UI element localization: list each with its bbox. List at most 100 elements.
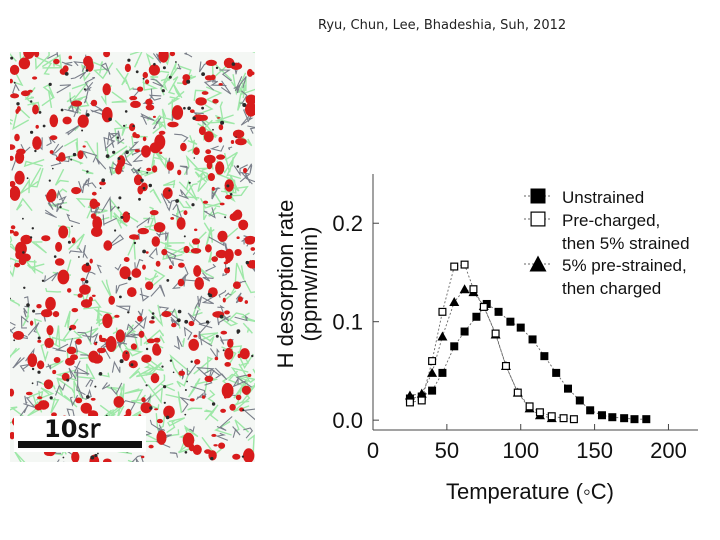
data-point-pre-strained: [459, 284, 470, 294]
grain-boundary-grey: [12, 357, 25, 369]
grain-boundary-green: [223, 286, 237, 302]
red-phase-grain: [218, 136, 223, 143]
grain-boundary-grey: [103, 136, 116, 152]
dark-particle: [81, 129, 84, 132]
dark-particle: [151, 316, 155, 320]
red-phase-grain: [150, 373, 160, 384]
grain-boundary-grey: [174, 133, 189, 143]
dark-particle: [34, 149, 37, 153]
red-phase-grain: [159, 151, 163, 155]
red-phase-grain: [245, 94, 255, 105]
dark-particle: [119, 295, 122, 299]
dark-particle: [212, 128, 214, 131]
red-phase-grain: [180, 142, 187, 152]
red-phase-grain: [125, 408, 132, 417]
red-phase-grain: [93, 201, 101, 208]
red-phase-grain: [201, 91, 209, 95]
red-phase-grain: [213, 444, 218, 447]
x-tick-label: 50: [435, 438, 459, 463]
grain-boundary-green: [99, 404, 115, 417]
grain-boundary-grey: [198, 331, 213, 347]
red-phase-grain: [127, 287, 137, 298]
grain-boundary-green: [208, 207, 227, 217]
dark-particle: [242, 409, 245, 412]
grain-boundary-green: [163, 179, 176, 189]
grain-boundary-grey: [100, 62, 111, 75]
grain-boundary-grey: [47, 52, 59, 60]
grain-boundary-grey: [215, 432, 229, 441]
grain-boundary-grey: [170, 308, 180, 324]
red-phase-grain: [216, 154, 226, 160]
dark-particle: [215, 334, 219, 338]
grain-boundary-green: [241, 375, 255, 384]
grain-boundary-grey: [90, 102, 105, 113]
grain-boundary-green: [167, 62, 179, 82]
grain-boundary-green: [127, 238, 136, 260]
grain-boundary-grey: [101, 382, 110, 390]
red-phase-grain: [243, 389, 250, 395]
scale-bar-line: [18, 441, 142, 448]
red-phase-grain: [91, 356, 97, 362]
grain-boundary-green: [176, 373, 190, 388]
red-phase-grain: [220, 330, 228, 335]
grain-boundary-green: [214, 114, 235, 125]
grain-boundary-green: [23, 158, 45, 168]
grain-boundary-grey: [178, 396, 194, 413]
grain-boundary-grey: [45, 363, 52, 370]
grain-boundary-grey: [82, 179, 97, 189]
grain-boundary-green: [90, 60, 104, 74]
data-point-pre-charged: [405, 398, 414, 407]
red-phase-grain: [169, 52, 176, 57]
grain-boundary-grey: [162, 248, 177, 261]
data-point-unstrained: [564, 384, 572, 393]
red-phase-grain: [36, 360, 45, 370]
grain-boundary-grey: [55, 189, 65, 207]
grain-boundary-grey: [216, 314, 231, 326]
red-phase-grain: [83, 55, 93, 67]
grain-boundary-green: [242, 322, 253, 334]
red-phase-grain: [55, 241, 63, 252]
red-phase-grain: [10, 93, 20, 99]
dark-particle: [145, 384, 148, 387]
legend-label: Unstrained: [562, 188, 644, 207]
red-phase-grain: [167, 121, 179, 128]
dark-particle: [13, 339, 16, 342]
grain-boundary-green: [207, 249, 224, 263]
dark-particle: [188, 181, 191, 184]
red-phase-grain: [27, 89, 33, 93]
grain-boundary-grey: [96, 264, 102, 274]
dark-particle: [48, 179, 51, 182]
red-phase-grain: [156, 418, 163, 424]
data-point-unstrained: [428, 386, 437, 395]
red-phase-grain: [102, 83, 111, 96]
citation-text: Ryu, Chun, Lee, Bhadeshia, Suh, 2012: [318, 18, 567, 33]
grain-boundary-green: [124, 77, 134, 91]
red-phase-grain: [170, 217, 175, 220]
dark-particle: [105, 154, 110, 158]
red-phase-grain: [10, 225, 16, 230]
data-point-unstrained: [597, 411, 606, 420]
grain-boundary-green: [142, 79, 159, 91]
red-phase-grain: [218, 124, 224, 131]
red-phase-grain: [221, 382, 234, 399]
grain-boundary-grey: [116, 305, 131, 312]
grain-boundary-green: [118, 383, 125, 405]
grain-boundary-grey: [186, 363, 197, 376]
red-phase-grain: [202, 200, 209, 204]
dark-particle: [245, 260, 249, 265]
red-phase-grain: [115, 329, 125, 343]
dark-particle: [168, 189, 171, 192]
dark-particle: [30, 130, 34, 134]
grain-boundary-grey: [148, 94, 162, 101]
grain-boundary-grey: [219, 336, 234, 345]
grain-boundary-grey: [203, 79, 217, 91]
grain-boundary-grey: [245, 173, 255, 184]
red-phase-grain: [124, 63, 131, 73]
series-line-unstrained: [409, 303, 647, 420]
grain-boundary-green: [10, 347, 20, 359]
grain-boundary-grey: [56, 195, 67, 213]
red-phase-grain: [75, 397, 83, 404]
y-axis-label-line2: (ppmw/min): [297, 226, 322, 342]
dark-particle: [86, 395, 90, 399]
red-phase-grain: [99, 337, 107, 343]
